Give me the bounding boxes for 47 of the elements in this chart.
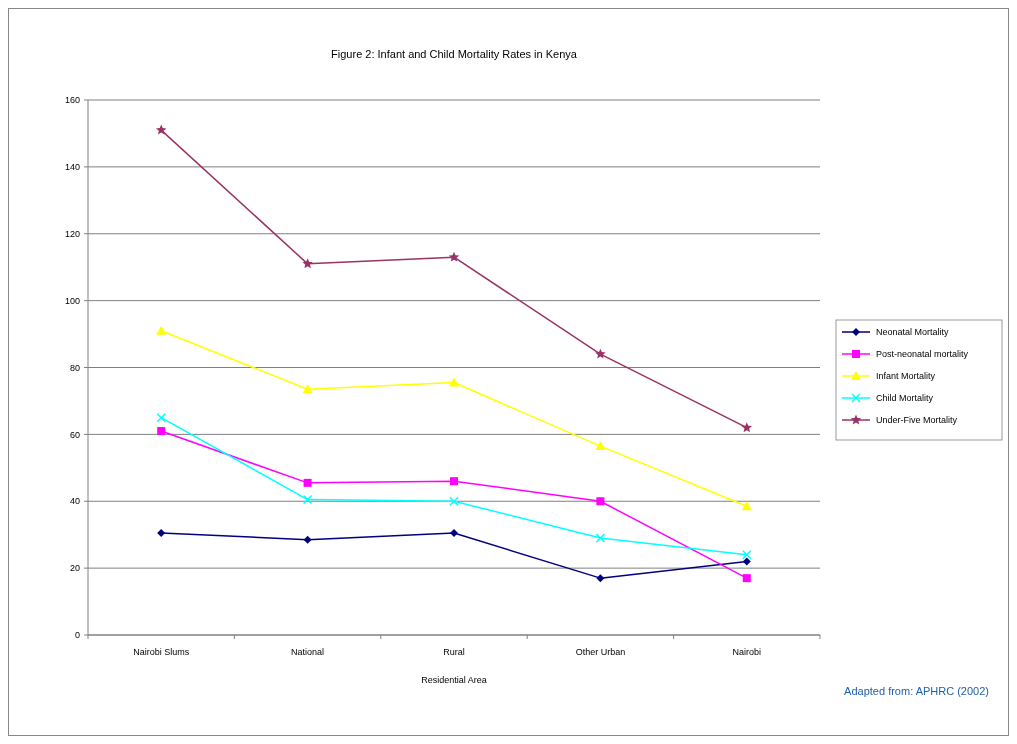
point xyxy=(156,412,166,423)
y-tick-label: 0 xyxy=(74,630,80,641)
point xyxy=(596,497,605,506)
point xyxy=(156,325,167,335)
x-tick-label: Other Urban xyxy=(575,647,626,657)
x-axis-title: Residential Area xyxy=(421,675,487,685)
y-tick-label: 140 xyxy=(64,162,80,173)
y-tick-label: 60 xyxy=(69,429,80,440)
x-tick-label: Rural xyxy=(443,647,465,657)
x-tick-label: National xyxy=(291,647,325,657)
point xyxy=(741,501,752,511)
point xyxy=(595,533,606,543)
point xyxy=(595,348,606,359)
legend-label: Infant Mortality xyxy=(876,371,936,382)
y-tick-label: 20 xyxy=(69,563,80,574)
legend-label: Child Mortality xyxy=(876,393,934,404)
point xyxy=(450,477,458,486)
point xyxy=(302,494,313,505)
point xyxy=(448,251,460,262)
chart-title: Figure 2: Infant and Child Mortality Rates in Kenya xyxy=(331,48,578,60)
x-tick-label: Nairobi Slums xyxy=(133,647,190,657)
point xyxy=(303,535,312,544)
point xyxy=(157,529,166,538)
y-tick-label: 120 xyxy=(64,228,80,239)
legend-label: Under-Five Mortality xyxy=(876,415,958,426)
legend-label: Neonatal Mortality xyxy=(876,327,950,338)
y-tick-label: 160 xyxy=(64,95,80,106)
point xyxy=(742,574,751,583)
point xyxy=(595,441,606,451)
point xyxy=(596,574,605,583)
legend-label: Post-neonatal mortality xyxy=(876,349,969,360)
point xyxy=(449,377,459,387)
point xyxy=(302,384,313,394)
point xyxy=(303,478,312,487)
point xyxy=(742,557,751,566)
point xyxy=(449,496,459,506)
point xyxy=(742,550,752,560)
point xyxy=(157,427,166,436)
y-tick-label: 40 xyxy=(69,496,80,507)
text: Adapted from: APHRC (2002) xyxy=(844,685,989,697)
y-tick-label: 100 xyxy=(64,295,80,306)
x-tick-label: Nairobi xyxy=(732,647,762,657)
point xyxy=(302,258,313,269)
y-tick-label: 80 xyxy=(69,362,80,373)
point xyxy=(450,529,458,538)
point xyxy=(155,124,167,135)
point xyxy=(741,422,753,433)
